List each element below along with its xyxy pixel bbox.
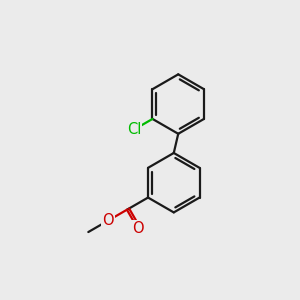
Text: O: O <box>132 221 143 236</box>
Text: O: O <box>103 213 114 228</box>
Text: Cl: Cl <box>127 122 141 137</box>
